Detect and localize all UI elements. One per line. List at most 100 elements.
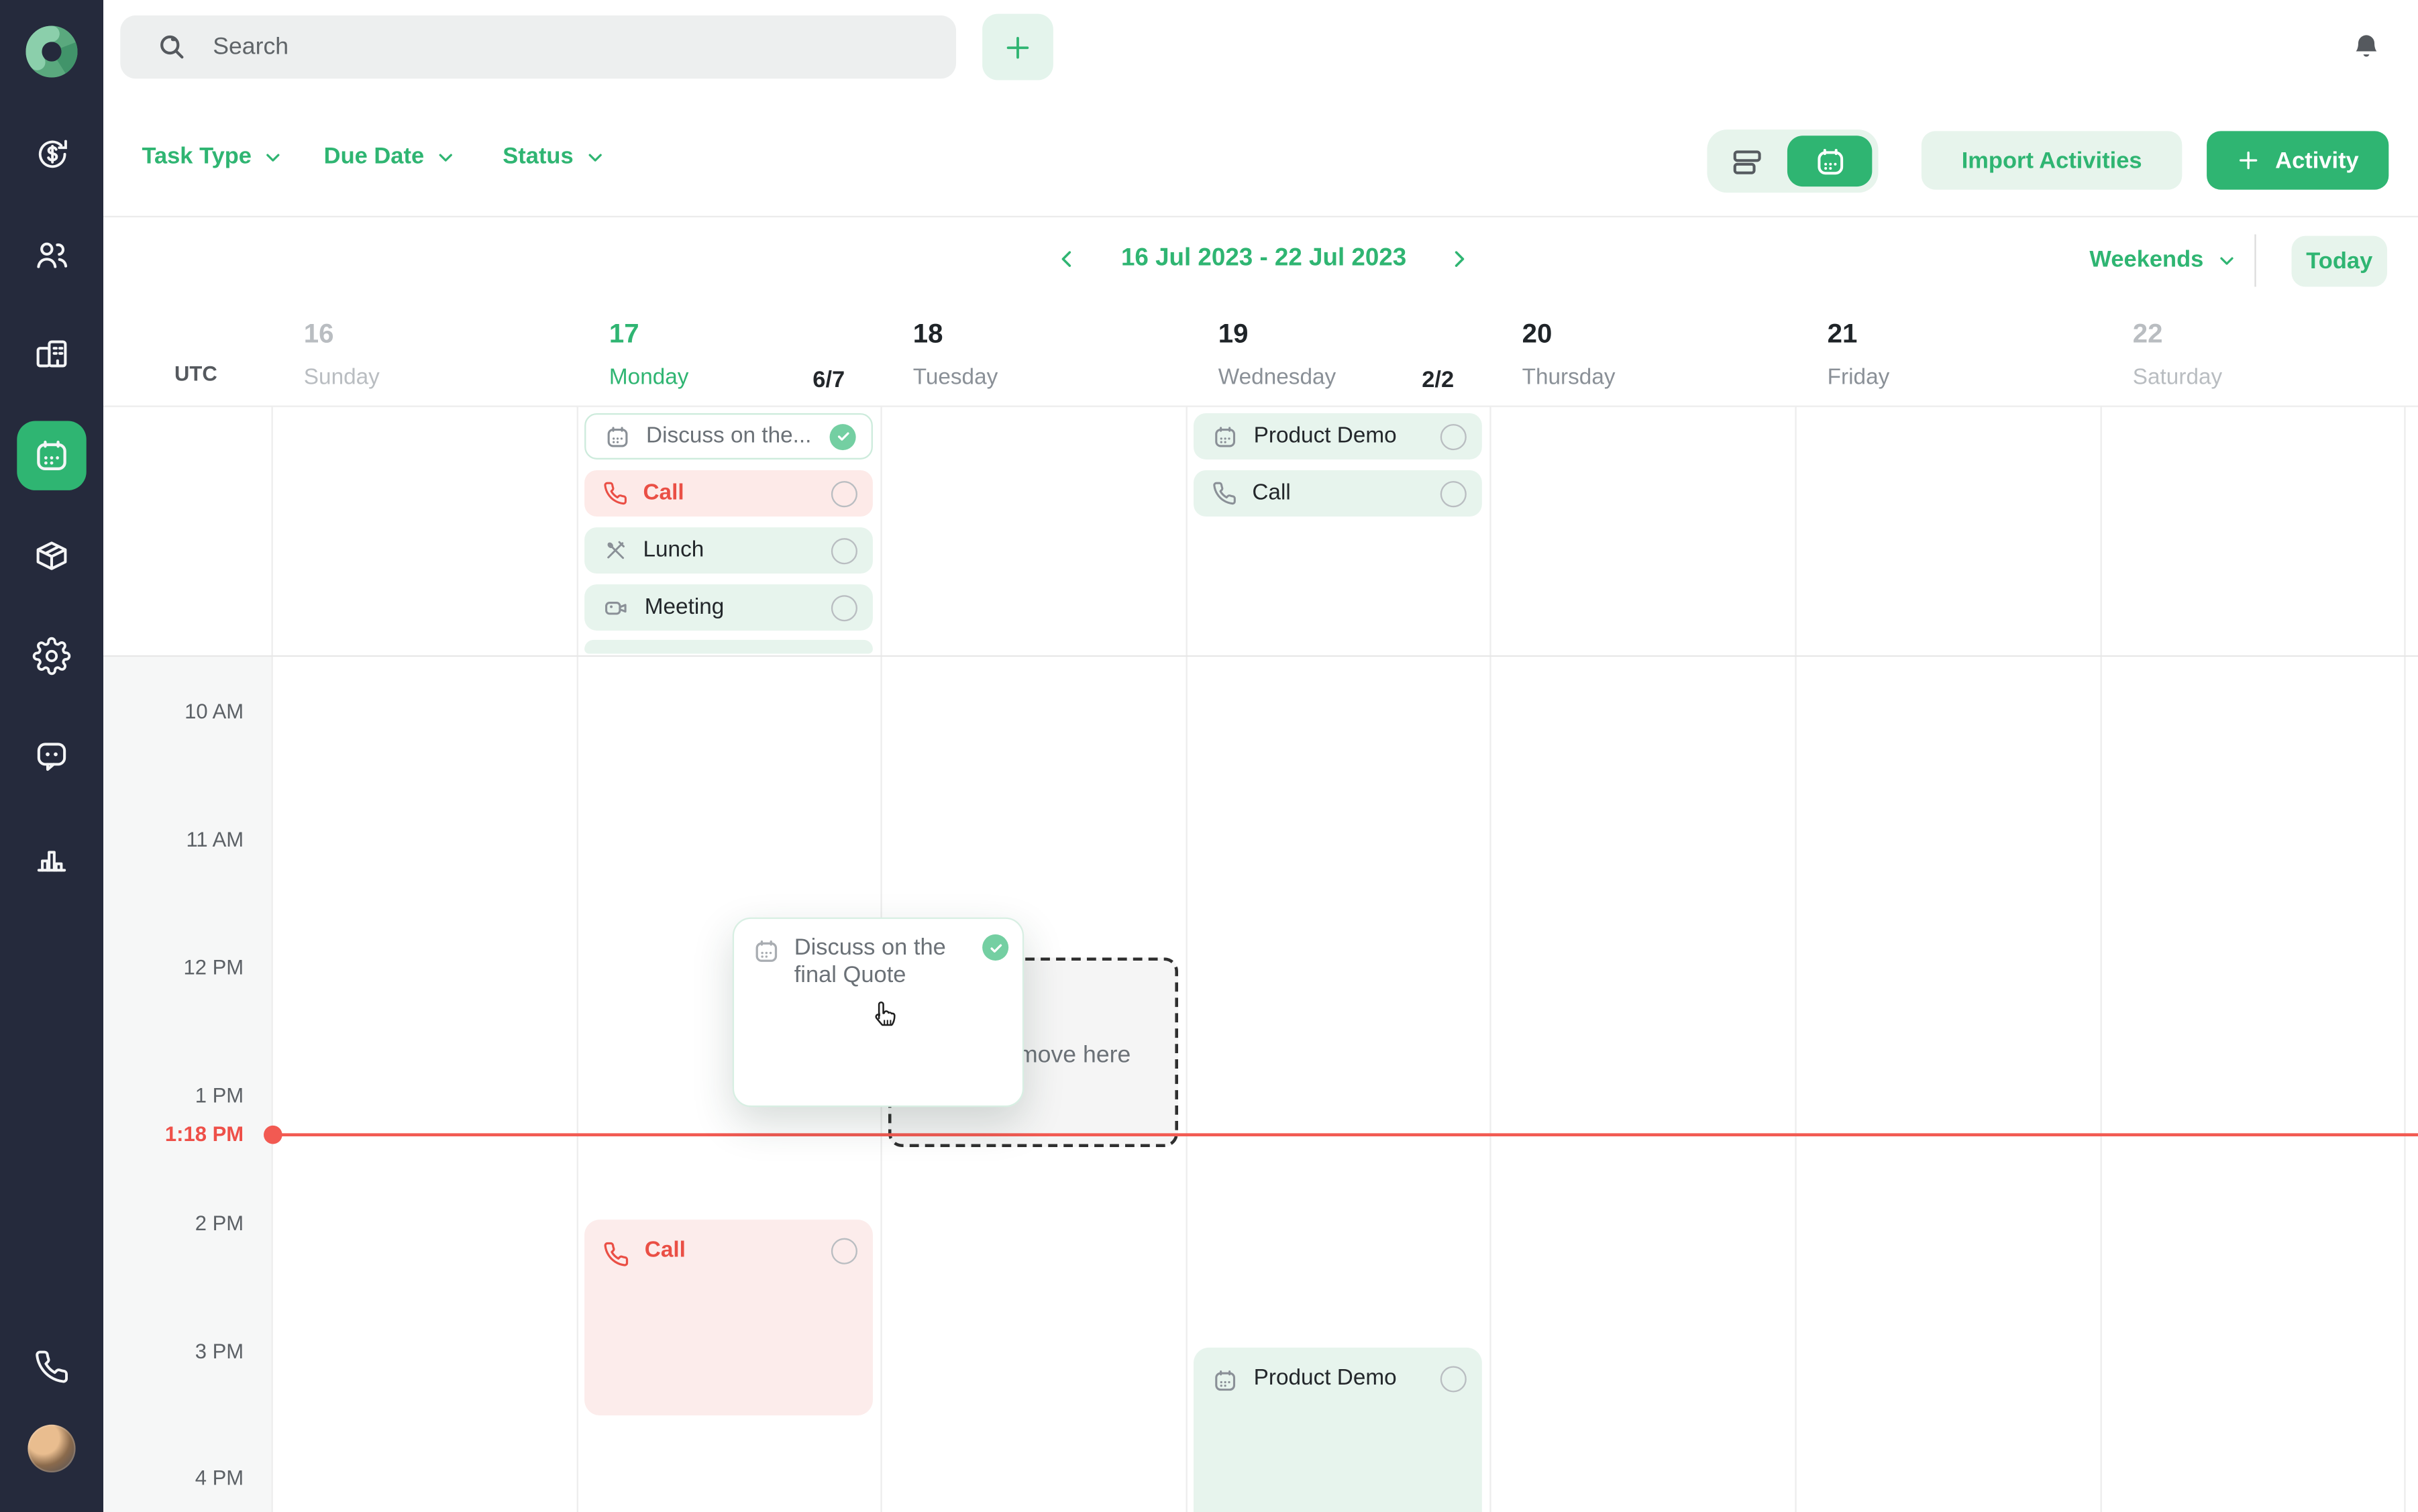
- event-product-demo[interactable]: Product Demo: [1194, 413, 1482, 460]
- event-overflow-partial[interactable]: [584, 639, 873, 654]
- calendar-icon: [753, 937, 780, 965]
- status-open-circle[interactable]: [1440, 1366, 1467, 1393]
- status-open-circle[interactable]: [831, 480, 857, 507]
- weekends-dropdown[interactable]: Weekends: [2089, 247, 2238, 273]
- day-task-count: 2/2: [1422, 367, 1455, 394]
- next-week-chevron[interactable]: [1447, 247, 1471, 272]
- today-button[interactable]: Today: [2291, 235, 2388, 287]
- event-meeting[interactable]: Meeting: [584, 584, 873, 631]
- sidebar-item-reports[interactable]: [17, 823, 86, 892]
- status-open-circle[interactable]: [831, 594, 857, 621]
- event-title: Product Demo: [1253, 1366, 1397, 1391]
- date-range-label[interactable]: 16 Jul 2023 - 22 Jul 2023: [1120, 245, 1407, 272]
- calendar-view-button[interactable]: [1787, 136, 1873, 187]
- list-view-button[interactable]: [1729, 144, 1766, 180]
- user-avatar[interactable]: [28, 1424, 76, 1473]
- drag-hand-cursor-icon: [867, 996, 901, 1033]
- sidebar-item-sales-cycle[interactable]: [17, 119, 86, 188]
- plus-icon: [1006, 36, 1029, 58]
- app-logo[interactable]: [17, 17, 86, 86]
- plus-icon: [2240, 151, 2258, 170]
- event-call-monday[interactable]: Call: [584, 470, 873, 517]
- dragging-event-card[interactable]: Discuss on the final Quote: [732, 917, 1024, 1108]
- prev-week-chevron[interactable]: [1055, 247, 1080, 272]
- import-activities-label: Import Activities: [1961, 147, 2142, 174]
- column-divider: [271, 405, 273, 1512]
- column-divider: [1795, 405, 1797, 1512]
- companies-icon: [36, 340, 67, 368]
- status-open-circle[interactable]: [831, 1238, 857, 1264]
- event-title: Call: [1252, 481, 1291, 506]
- event-call-wednesday[interactable]: Call: [1194, 470, 1482, 517]
- sidebar-item-contacts[interactable]: [17, 221, 86, 290]
- chevron-down-icon: [266, 153, 280, 161]
- day-number: 16: [303, 317, 334, 349]
- time-gutter: [103, 657, 272, 1512]
- day-number: 17: [609, 317, 639, 349]
- calendar-view-icon: [1817, 148, 1842, 174]
- current-time-dot: [264, 1125, 282, 1144]
- reports-chart-icon: [37, 851, 66, 872]
- day-name: Thursday: [1522, 365, 1616, 390]
- sidebar-item-products[interactable]: [17, 521, 86, 590]
- calendar-icon: [604, 423, 631, 449]
- current-time-label: 1:18 PM: [164, 1122, 244, 1146]
- status-open-circle[interactable]: [1440, 480, 1467, 507]
- column-divider: [576, 405, 578, 1512]
- phone-icon: [603, 481, 628, 506]
- timed-event-call-2pm[interactable]: Call: [584, 1220, 873, 1415]
- notifications-bell-icon[interactable]: [2350, 31, 2382, 63]
- search-input[interactable]: [120, 15, 957, 79]
- status-open-circle[interactable]: [1440, 423, 1467, 450]
- day-name: Sunday: [303, 365, 380, 390]
- add-activity-label: Activity: [2275, 147, 2359, 174]
- view-toggle: [1707, 129, 1879, 193]
- event-title: Call: [643, 481, 684, 506]
- time-label: 10 AM: [185, 700, 244, 723]
- time-label: 2 PM: [195, 1211, 244, 1236]
- drop-target-label: move here: [1017, 1042, 1131, 1069]
- time-label: 12 PM: [183, 956, 244, 979]
- logo-ring-icon: [25, 25, 78, 78]
- status-done-icon[interactable]: [829, 423, 856, 450]
- chevron-down-icon: [439, 153, 452, 161]
- event-title: Meeting: [644, 595, 725, 620]
- status-done-icon: [982, 934, 1009, 961]
- header-divider: [2254, 234, 2256, 287]
- sidebar-item-settings[interactable]: [17, 621, 86, 690]
- timed-event-product-demo-3pm[interactable]: Product Demo: [1194, 1347, 1482, 1512]
- toolbar-divider: [103, 215, 2418, 218]
- day-task-count: 6/7: [812, 367, 845, 394]
- timezone-label: UTC: [174, 362, 217, 386]
- conversations-icon: [37, 743, 66, 771]
- day-number: 21: [1827, 317, 1858, 349]
- filter-due-date[interactable]: Due Date: [324, 144, 457, 170]
- event-lunch[interactable]: Lunch: [584, 527, 873, 574]
- event-title: Discuss on the final Quote: [794, 934, 946, 989]
- time-label: 3 PM: [195, 1340, 244, 1363]
- status-open-circle[interactable]: [831, 537, 857, 564]
- quick-add-button[interactable]: [982, 13, 1053, 80]
- calendar-icon: [1212, 423, 1239, 449]
- column-divider: [1489, 405, 1491, 1512]
- sidebar-item-calendar[interactable]: [17, 421, 87, 490]
- products-icon: [36, 541, 67, 570]
- today-label: Today: [2306, 248, 2373, 275]
- sidebar-item-companies[interactable]: [17, 319, 86, 388]
- add-activity-button[interactable]: Activity: [2207, 131, 2389, 190]
- settings-gear-icon: [32, 637, 71, 676]
- filter-task-type-label: Task Type: [142, 143, 252, 170]
- sales-cycle-icon: [38, 139, 66, 168]
- import-activities-button[interactable]: Import Activities: [1921, 131, 2183, 190]
- filter-status[interactable]: Status: [503, 144, 606, 170]
- day-number: 22: [2132, 317, 2163, 349]
- event-discuss-quote[interactable]: Discuss on the...: [584, 413, 873, 460]
- time-label: 1 PM: [195, 1083, 244, 1108]
- calendar-icon: [37, 440, 66, 470]
- sidebar-item-conversations[interactable]: [17, 722, 86, 791]
- list-view-icon: [1733, 150, 1761, 174]
- filter-task-type[interactable]: Task Type: [142, 144, 284, 170]
- day-number: 20: [1522, 317, 1553, 349]
- sidebar-item-calls[interactable]: [17, 1332, 86, 1401]
